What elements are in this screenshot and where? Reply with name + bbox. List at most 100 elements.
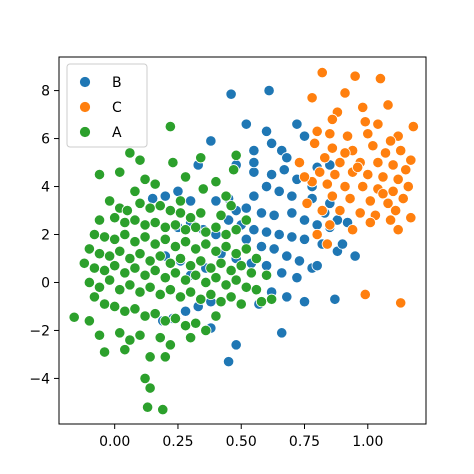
point-C-65: [352, 161, 364, 173]
point-C-41: [326, 190, 338, 202]
point-A-111: [129, 303, 141, 315]
point-A-4: [195, 152, 207, 164]
point-B-31: [240, 202, 252, 214]
point-C-57: [392, 224, 404, 236]
point-A-70: [235, 260, 247, 272]
point-B-23: [248, 190, 260, 202]
point-A-28: [129, 214, 141, 226]
point-B-64: [276, 267, 288, 279]
point-B-63: [260, 260, 273, 272]
points-layer: [68, 66, 419, 416]
point-A-33: [179, 224, 192, 236]
point-B-4: [260, 125, 273, 137]
legend-marker-B: [79, 76, 91, 88]
point-C-59: [321, 238, 333, 250]
point-A-104: [235, 298, 247, 310]
point-B-2: [240, 118, 252, 130]
point-B-35: [298, 214, 311, 226]
point-B-3: [205, 135, 217, 147]
point-A-47: [169, 240, 182, 253]
point-A-106: [266, 293, 278, 305]
series-C: [293, 66, 419, 309]
point-A-121: [83, 315, 95, 327]
point-A-126: [154, 332, 166, 344]
point-A-35: [200, 226, 212, 238]
point-A-30: [149, 216, 161, 229]
legend-marker-A: [79, 126, 91, 138]
point-A-5: [93, 168, 106, 181]
point-C-13: [362, 128, 374, 140]
point-B-7: [298, 130, 311, 142]
point-C-61: [298, 171, 311, 183]
point-A-52: [220, 240, 232, 253]
point-A-114: [159, 315, 171, 327]
y-tick-label: −4: [29, 371, 50, 387]
point-A-100: [195, 293, 207, 305]
point-C-19: [379, 147, 392, 159]
point-B-27: [172, 185, 184, 197]
point-A-8: [149, 178, 161, 190]
point-A-91: [104, 274, 116, 286]
point-A-24: [195, 207, 207, 219]
point-C-2: [374, 72, 387, 85]
point-A-6: [114, 166, 126, 178]
point-C-44: [382, 197, 394, 209]
point-A-26: [109, 212, 121, 224]
point-C-26: [387, 159, 399, 171]
point-A-109: [109, 300, 121, 313]
point-A-82: [179, 274, 192, 286]
point-A-32: [169, 219, 182, 231]
point-C-42: [344, 192, 356, 205]
point-A-27: [119, 216, 131, 229]
point-A-66: [195, 255, 207, 267]
point-C-25: [372, 156, 384, 169]
point-C-58: [311, 228, 323, 241]
point-A-53: [230, 248, 242, 260]
point-B-6: [291, 118, 303, 130]
point-A-41: [109, 233, 121, 245]
point-B-81: [230, 339, 242, 351]
point-A-17: [121, 204, 133, 217]
point-B-84: [311, 260, 323, 272]
point-B-0: [225, 88, 237, 100]
series-A: [68, 120, 278, 416]
point-A-84: [200, 276, 212, 289]
point-A-115: [169, 312, 182, 325]
x-tick-label: 0.25: [162, 434, 193, 450]
point-B-65: [291, 272, 303, 284]
point-C-12: [341, 130, 354, 142]
point-A-137: [215, 209, 227, 221]
point-A-10: [230, 149, 242, 161]
point-A-57: [104, 250, 116, 262]
point-C-63: [359, 288, 371, 301]
ticks-layer: 0.00 0.25 0.50 0.75 1.00 −4 −2 0 2 4 6 8: [29, 84, 383, 450]
point-C-16: [326, 142, 338, 154]
point-C-55: [364, 216, 376, 229]
legend: BCA: [66, 63, 148, 148]
point-A-119: [210, 310, 222, 322]
point-B-32: [255, 207, 268, 219]
point-B-57: [281, 250, 293, 262]
point-A-140: [250, 252, 263, 265]
point-A-85: [210, 272, 222, 284]
point-C-33: [392, 173, 404, 185]
point-A-71: [245, 267, 257, 279]
point-A-21: [164, 204, 176, 217]
point-B-20: [286, 190, 298, 202]
point-A-101: [205, 288, 217, 301]
point-A-39: [88, 228, 101, 241]
point-B-46: [298, 233, 311, 245]
point-C-10: [311, 125, 323, 137]
point-A-67: [205, 262, 217, 274]
point-C-64: [395, 297, 407, 309]
point-B-34: [286, 207, 298, 219]
point-C-6: [357, 101, 369, 113]
point-A-123: [114, 327, 126, 339]
point-A-45: [149, 238, 161, 250]
point-A-130: [119, 344, 131, 356]
point-A-40: [98, 231, 111, 243]
point-A-118: [200, 324, 212, 337]
point-A-134: [144, 382, 156, 394]
point-C-18: [367, 140, 379, 152]
point-C-67: [384, 135, 397, 147]
